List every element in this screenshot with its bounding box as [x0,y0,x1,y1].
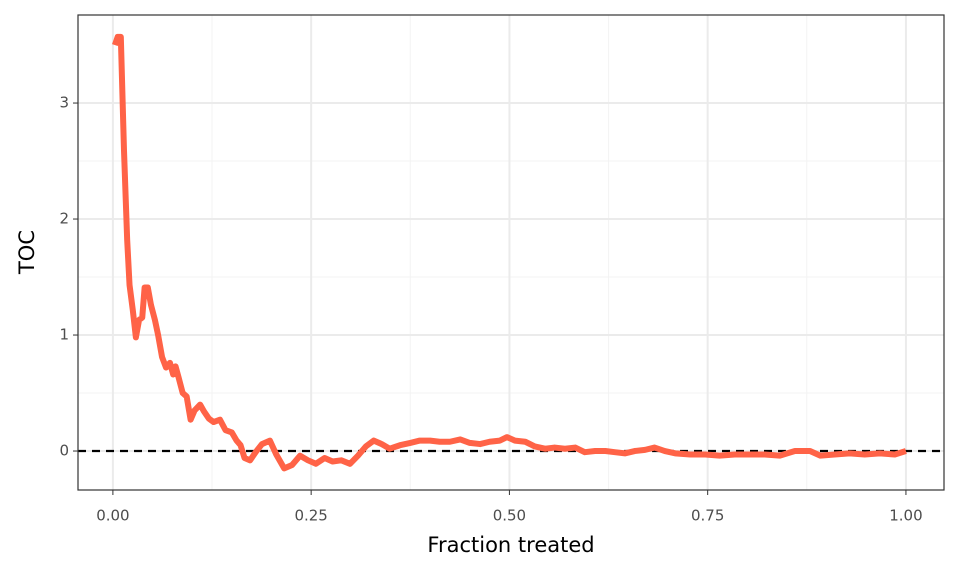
x-tick-label: 1.00 [889,507,922,525]
y-tick-label: 2 [59,210,69,228]
y-tick-label: 0 [59,442,69,460]
x-tick-label: 0.00 [96,507,129,525]
series-line [112,33,907,472]
y-tick-label: 3 [59,94,69,112]
x-tick-label: 0.50 [493,507,526,525]
panel-border [77,14,945,491]
x-axis-title: Fraction treated [427,533,594,557]
y-tick-label: 1 [59,326,69,344]
x-tick-label: 0.25 [294,507,327,525]
x-tick-label: 0.75 [691,507,724,525]
y-axis-title: TOC [15,230,39,275]
